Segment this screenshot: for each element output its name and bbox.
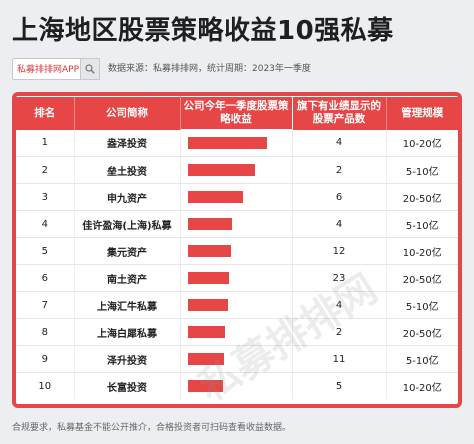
table-row: 8 上海白犀私募 2 20-50亿 [16, 318, 458, 346]
return-bar-cell [180, 156, 293, 184]
company-name: 盎泽投资 [74, 129, 181, 157]
company-name: 泽升投资 [74, 345, 181, 373]
return-bar [187, 245, 231, 257]
header-rank: 排名 [16, 96, 75, 130]
compliance-note: 合规要求，私募基金不能公开推介，合格投资者可扫码查看收益数据。 [12, 423, 292, 433]
table-row: 1 盎泽投资 4 10-20亿 [16, 129, 458, 157]
rank-cell: 4 [16, 210, 75, 238]
return-bar-cell [180, 372, 293, 399]
company-name: 上海汇牛私募 [74, 291, 181, 319]
return-bar [187, 191, 244, 203]
header-company: 公司简称 [74, 96, 181, 130]
header-products: 旗下有业绩显示的股票产品数 [292, 96, 387, 130]
management-scale: 10-20亿 [386, 129, 458, 157]
rank-cell: 10 [16, 372, 75, 399]
products-count: 4 [292, 210, 387, 238]
return-bar-cell [180, 129, 293, 157]
return-bar [187, 353, 224, 365]
header-return: 公司今年一季度股票策略收益 [179, 96, 293, 130]
rank-cell: 2 [16, 156, 75, 184]
management-scale: 10-20亿 [402, 382, 442, 394]
return-bar [187, 380, 223, 392]
products-count: 4 [292, 291, 387, 319]
products-count: 11 [292, 345, 387, 373]
company-name: 上海白犀私募 [74, 318, 181, 346]
company-name: 集元资产 [74, 237, 181, 265]
table-row: 10 长富投资 5 10-20亿 [16, 372, 458, 399]
return-bar-cell [180, 345, 293, 373]
management-scale: 5-10亿 [386, 291, 458, 319]
return-bar-cell [180, 237, 293, 265]
return-bar [187, 137, 268, 149]
rank-cell: 8 [16, 318, 75, 346]
company-name: 垒土投资 [74, 156, 181, 184]
table-row: 3 申九资产 6 20-50亿 [16, 183, 458, 211]
management-scale: 10-20亿 [386, 237, 458, 265]
management-scale: 5-10亿 [386, 345, 458, 373]
management-scale: 20-50亿 [386, 264, 458, 292]
search-label: 私募排排网APP [17, 65, 80, 75]
rank-cell: 3 [16, 183, 75, 211]
return-bar-cell [180, 210, 293, 238]
table-row: 2 垒土投资 2 5-10亿 [16, 156, 458, 184]
table-row: 7 上海汇牛私募 4 5-10亿 [16, 291, 458, 319]
company-name: 申九资产 [74, 183, 181, 211]
table-row: 4 佳许盈海(上海)私募 4 5-10亿 [16, 210, 458, 238]
header-scale: 管理规模 [386, 96, 458, 130]
table-row: 5 集元资产 12 10-20亿 [16, 237, 458, 265]
company-name: 佳许盈海(上海)私募 [74, 210, 181, 238]
company-name: 长富投资 [74, 372, 181, 399]
return-bar [187, 299, 228, 311]
return-bar-cell [180, 183, 293, 211]
management-scale: 5-10亿 [386, 156, 458, 184]
return-bar-cell [180, 318, 293, 346]
products-count: 5 [292, 372, 387, 399]
management-scale: 20-50亿 [386, 318, 458, 346]
return-bar [187, 326, 226, 338]
rank-cell: 1 [16, 129, 75, 157]
table-row: 6 南土资产 23 20-50亿 [16, 264, 458, 292]
search-icon [85, 64, 95, 74]
table-row: 9 泽升投资 11 5-10亿 [16, 345, 458, 373]
products-count: 23 [292, 264, 387, 292]
products-count: 2 [292, 156, 387, 184]
ranking-table: 排名 公司简称 公司今年一季度股票策略收益 旗下有业绩显示的股票产品数 管理规模… [16, 96, 458, 399]
return-bar-cell [180, 291, 293, 319]
rank-cell: 6 [16, 264, 75, 292]
page-title: 上海地区股票策略收益10强私募 [12, 16, 394, 46]
return-bar [187, 164, 256, 176]
products-count: 6 [292, 183, 387, 211]
management-scale: 5-10亿 [386, 210, 458, 238]
return-bar [187, 218, 233, 230]
products-count: 12 [292, 237, 387, 265]
rank-cell: 5 [16, 237, 75, 265]
search-button[interactable] [80, 58, 100, 80]
return-bar-cell [180, 264, 293, 292]
return-bar [187, 272, 229, 284]
management-scale: 20-50亿 [386, 183, 458, 211]
products-count: 2 [292, 318, 387, 346]
products-count: 4 [292, 129, 387, 157]
data-source-note: 数据来源：私募排排网，统计周期：2023年一季度 [108, 64, 311, 74]
rank-cell: 7 [16, 291, 75, 319]
company-name: 南土资产 [74, 264, 181, 292]
rank-cell: 9 [16, 345, 75, 373]
ranking-card: 排名 公司简称 公司今年一季度股票策略收益 旗下有业绩显示的股票产品数 管理规模… [12, 92, 462, 408]
